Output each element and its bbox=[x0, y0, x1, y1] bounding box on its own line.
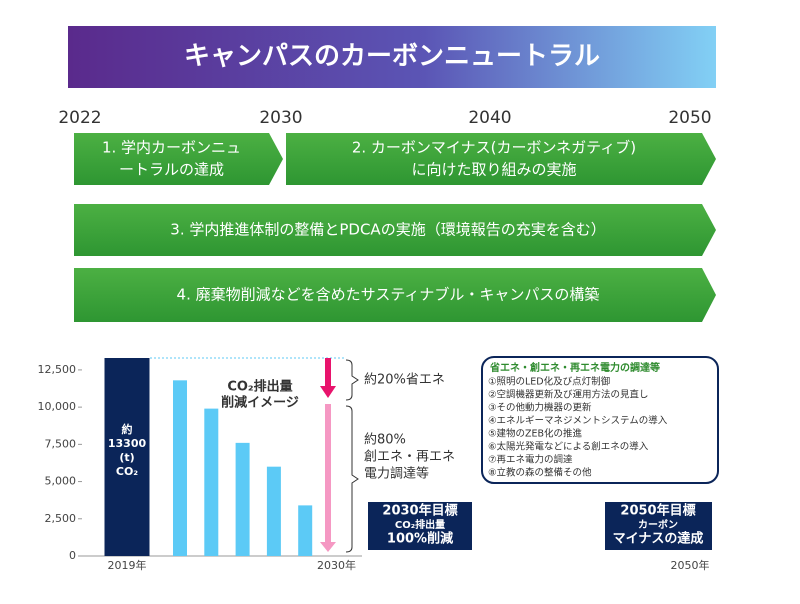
bar-label-prefix: 約 bbox=[122, 422, 133, 436]
year-label: 2022 bbox=[58, 108, 101, 128]
timeline-arrow bbox=[74, 268, 716, 322]
goal-box bbox=[605, 502, 712, 550]
goal-text: マイナスの達成 bbox=[613, 531, 704, 547]
goal-text: カーボン bbox=[638, 518, 678, 531]
reduction-arrow bbox=[325, 358, 331, 386]
bar bbox=[235, 442, 250, 556]
reduction-label: 電力調達等 bbox=[364, 466, 429, 482]
timeline-arrow bbox=[74, 204, 716, 256]
title-banner bbox=[68, 26, 716, 88]
y-tick-label: 0 bbox=[69, 549, 76, 562]
bar bbox=[298, 505, 313, 556]
goal-text: 2030年目標 bbox=[382, 503, 457, 519]
arrow-text: 3. 学内推進体制の整備とPDCAの実施（環境報告の充実を含む） bbox=[170, 221, 605, 239]
measures-item: ⑧立教の森の整備その他 bbox=[488, 467, 592, 479]
arrow-text: 4. 廃棄物削減などを含めたサスティナブル・キャンパスの構築 bbox=[177, 286, 600, 304]
year-label: 2050 bbox=[668, 108, 711, 128]
timeline-arrow bbox=[74, 133, 283, 185]
bar-label-unit: (t) bbox=[119, 451, 134, 464]
bar bbox=[173, 380, 187, 556]
goal-text: 100%削減 bbox=[387, 531, 453, 547]
reduction-label: 約20%省エネ bbox=[364, 373, 445, 388]
measures-item: ⑥太陽光発電などによる創エネの導入 bbox=[488, 441, 649, 453]
goal-box bbox=[368, 502, 472, 550]
measures-item: ②空調機器更新及び運用方法の見直し bbox=[488, 389, 649, 401]
brace bbox=[345, 359, 359, 401]
year-label: 2040 bbox=[468, 108, 511, 128]
reduction-arrow-head bbox=[320, 386, 336, 398]
measures-item: ⑤建物のZEB化の推進 bbox=[488, 428, 583, 440]
measures-title: 省エネ・創エネ・再エネ電力の調達等 bbox=[489, 361, 660, 374]
brace bbox=[345, 405, 359, 553]
reduction-label: 約80% bbox=[364, 433, 406, 448]
x-tick-label: 2019年 bbox=[108, 558, 147, 572]
chart-annotation: CO₂排出量 bbox=[227, 379, 292, 395]
bar-value-label: 13300 bbox=[108, 437, 147, 450]
chart-annotation: 削減イメージ bbox=[221, 395, 299, 411]
measures-item: ③その他動力機器の更新 bbox=[488, 402, 592, 414]
y-tick-label: 2,500 bbox=[45, 512, 77, 525]
bar bbox=[266, 466, 281, 556]
y-tick-label: 5,000 bbox=[45, 475, 77, 488]
measures-item: ④エネルギーマネジメントシステムの導入 bbox=[488, 415, 668, 427]
reduction-arrow bbox=[325, 404, 331, 544]
bar bbox=[104, 358, 150, 556]
arrow-text: ートラルの達成 bbox=[119, 161, 224, 179]
end-year-label: 2050年 bbox=[671, 558, 710, 572]
bar bbox=[204, 408, 219, 556]
measures-item: ①照明のLED化及び点灯制御 bbox=[488, 376, 610, 388]
y-tick-label: 10,000 bbox=[38, 400, 77, 413]
arrow-text: 2. カーボンマイナス(カーボンネガティブ) bbox=[352, 139, 636, 157]
year-label: 2030 bbox=[259, 108, 302, 128]
reduction-arrow-head bbox=[320, 542, 336, 552]
arrow-text: 1. 学内カーボンニュ bbox=[102, 139, 241, 157]
measures-item: ⑦再エネ電力の調達 bbox=[488, 454, 573, 466]
title: キャンパスのカーボンニュートラル bbox=[184, 42, 600, 72]
x-tick-label: 2030年 bbox=[317, 558, 356, 572]
reduction-label: 創エネ・再エネ bbox=[364, 450, 455, 465]
goal-text: 2050年目標 bbox=[620, 503, 695, 519]
y-tick-label: 12,500 bbox=[38, 363, 77, 376]
goal-text: CO₂排出量 bbox=[395, 518, 445, 531]
bar-label-gas: CO₂ bbox=[116, 465, 138, 478]
arrow-text: に向けた取り組みの実施 bbox=[411, 161, 576, 179]
y-tick-label: 7,500 bbox=[45, 437, 77, 450]
measures-box bbox=[481, 356, 719, 484]
timeline-arrow bbox=[286, 133, 716, 185]
